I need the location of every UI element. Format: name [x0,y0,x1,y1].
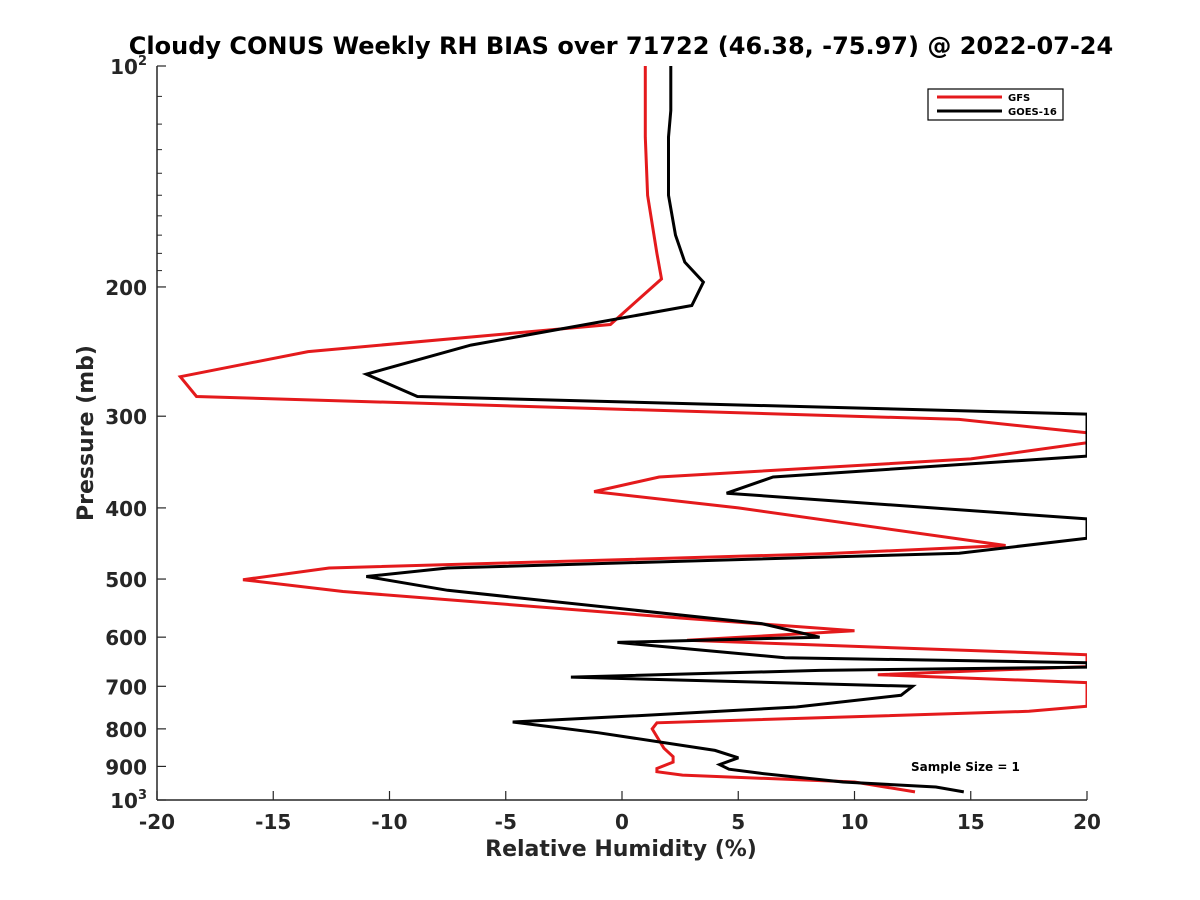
y-tick-label: 600 [105,626,147,650]
y-tick-label: 102 [110,54,147,79]
x-tick-label: -15 [255,810,291,834]
x-tick-label: 0 [615,810,629,834]
y-axis-label: Pressure (mb) [74,345,99,521]
y-tick-label: 200 [105,276,147,300]
x-tick-label: 20 [1073,810,1101,834]
x-tick-label: -5 [495,810,517,834]
series-line-gfs [177,66,1087,794]
plot-area [177,66,1087,794]
chart-title: Cloudy CONUS Weekly RH BIAS over 71722 (… [129,32,1113,60]
legend-label-goes16: GOES-16 [1008,107,1057,118]
x-tick-label: 10 [841,810,869,834]
y-tick-label: 500 [105,568,147,592]
series-line-goes-16 [361,66,1087,794]
y-tick-label: 800 [105,718,147,742]
legend-label-gfs: GFS [1008,93,1030,104]
x-tick-label: -10 [371,810,407,834]
y-tick-label: 300 [105,405,147,429]
sample-size-annotation: Sample Size = 1 [911,760,1020,774]
legend-box [927,88,1064,121]
x-tick-label: 15 [957,810,985,834]
y-tick-label: 700 [105,675,147,699]
x-tick-label: -20 [139,810,175,834]
y-tick-label: 400 [105,497,147,521]
legend: GFS GOES-16 [927,88,1064,121]
y-tick-label: 103 [110,788,147,813]
y-tick-label: 900 [105,755,147,779]
x-tick-label: 5 [731,810,745,834]
x-axis-label: Relative Humidity (%) [485,837,757,862]
